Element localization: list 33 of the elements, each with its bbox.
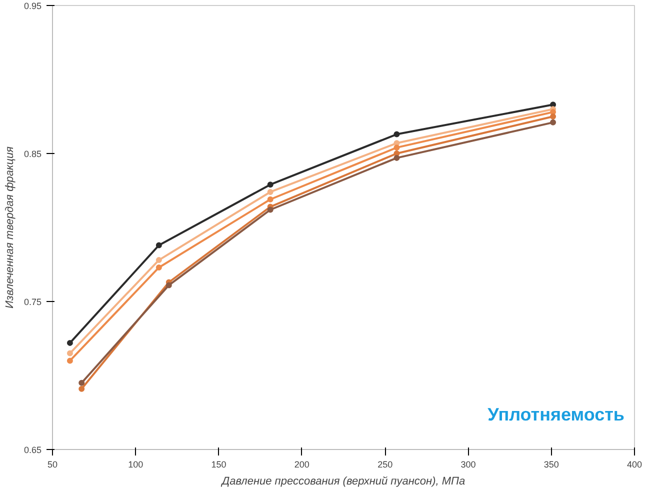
annotation: Уплотняемость [488, 404, 625, 424]
point [78, 386, 85, 392]
point [267, 196, 274, 202]
point [550, 119, 556, 126]
x-tick-label: 300 [460, 460, 476, 470]
point [66, 350, 73, 356]
y-tick-label: 0.95 [24, 1, 42, 11]
point [156, 257, 162, 264]
x-tick-label: 350 [544, 460, 559, 470]
point [267, 188, 274, 195]
point [156, 242, 162, 248]
point [267, 182, 274, 188]
point [267, 206, 274, 213]
point [394, 144, 400, 151]
point [394, 154, 400, 161]
point [78, 380, 85, 386]
point [166, 282, 172, 288]
y-axis-title: Извлеченная твердая фракция [4, 146, 16, 308]
point [156, 264, 162, 270]
point [66, 340, 73, 346]
y-tick-label: 0.75 [24, 297, 42, 307]
x-tick-label: 400 [626, 460, 642, 470]
point [394, 131, 400, 138]
point [550, 114, 556, 120]
point [66, 358, 73, 364]
x-tick-label: 250 [378, 460, 393, 470]
x-tick-label: 100 [128, 460, 144, 470]
x-tick-label: 50 [47, 460, 58, 470]
y-tick-label: 0.85 [24, 149, 42, 159]
x-tick-label: 150 [211, 460, 226, 470]
y-tick-label: 0.65 [24, 445, 42, 455]
x-tick-label: 200 [294, 460, 310, 470]
x-axis-title: Давление прессования (верхний пуансон), МПа [220, 476, 466, 488]
